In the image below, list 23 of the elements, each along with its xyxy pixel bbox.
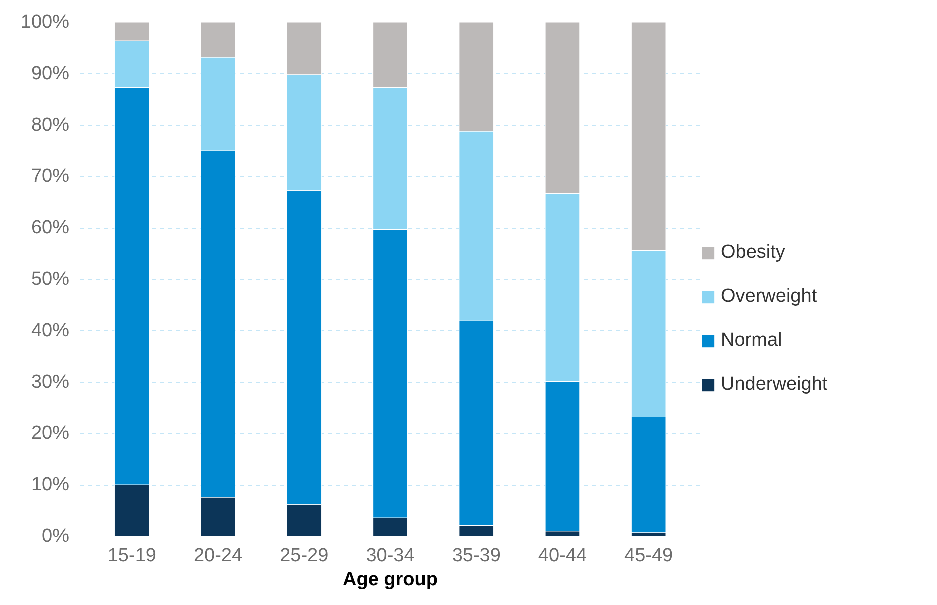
- x-tick-label: 40-44: [538, 546, 588, 566]
- y-tick-label: 40%: [31, 320, 70, 342]
- y-tick-label: 100%: [20, 12, 70, 33]
- y-tick-label: 30%: [31, 372, 70, 393]
- x-axis-title: Age group: [343, 570, 438, 590]
- x-tick-label: 30-34: [366, 546, 416, 566]
- y-tick-label: 70%: [31, 166, 70, 188]
- y-tick-label: 20%: [31, 423, 70, 444]
- y-tick-label: 90%: [31, 63, 70, 84]
- y-tick-label: 50%: [31, 269, 70, 290]
- y-tick-label: 60%: [31, 218, 70, 239]
- y-tick-label: 0%: [42, 526, 70, 547]
- legend-label: Obesity: [721, 242, 786, 264]
- y-tick-label: 80%: [31, 114, 70, 136]
- x-tick-label: 45-49: [624, 546, 674, 566]
- legend-label: Underweight: [721, 374, 828, 396]
- x-tick-label: 20-24: [194, 546, 244, 566]
- legend-label: Overweight: [721, 286, 818, 308]
- x-tick-label: 25-29: [280, 546, 329, 566]
- x-tick-label: 35-39: [452, 546, 501, 566]
- x-tick-label: 15-19: [108, 546, 156, 566]
- y-tick-label: 10%: [31, 474, 70, 496]
- legend-label: Normal: [721, 330, 782, 352]
